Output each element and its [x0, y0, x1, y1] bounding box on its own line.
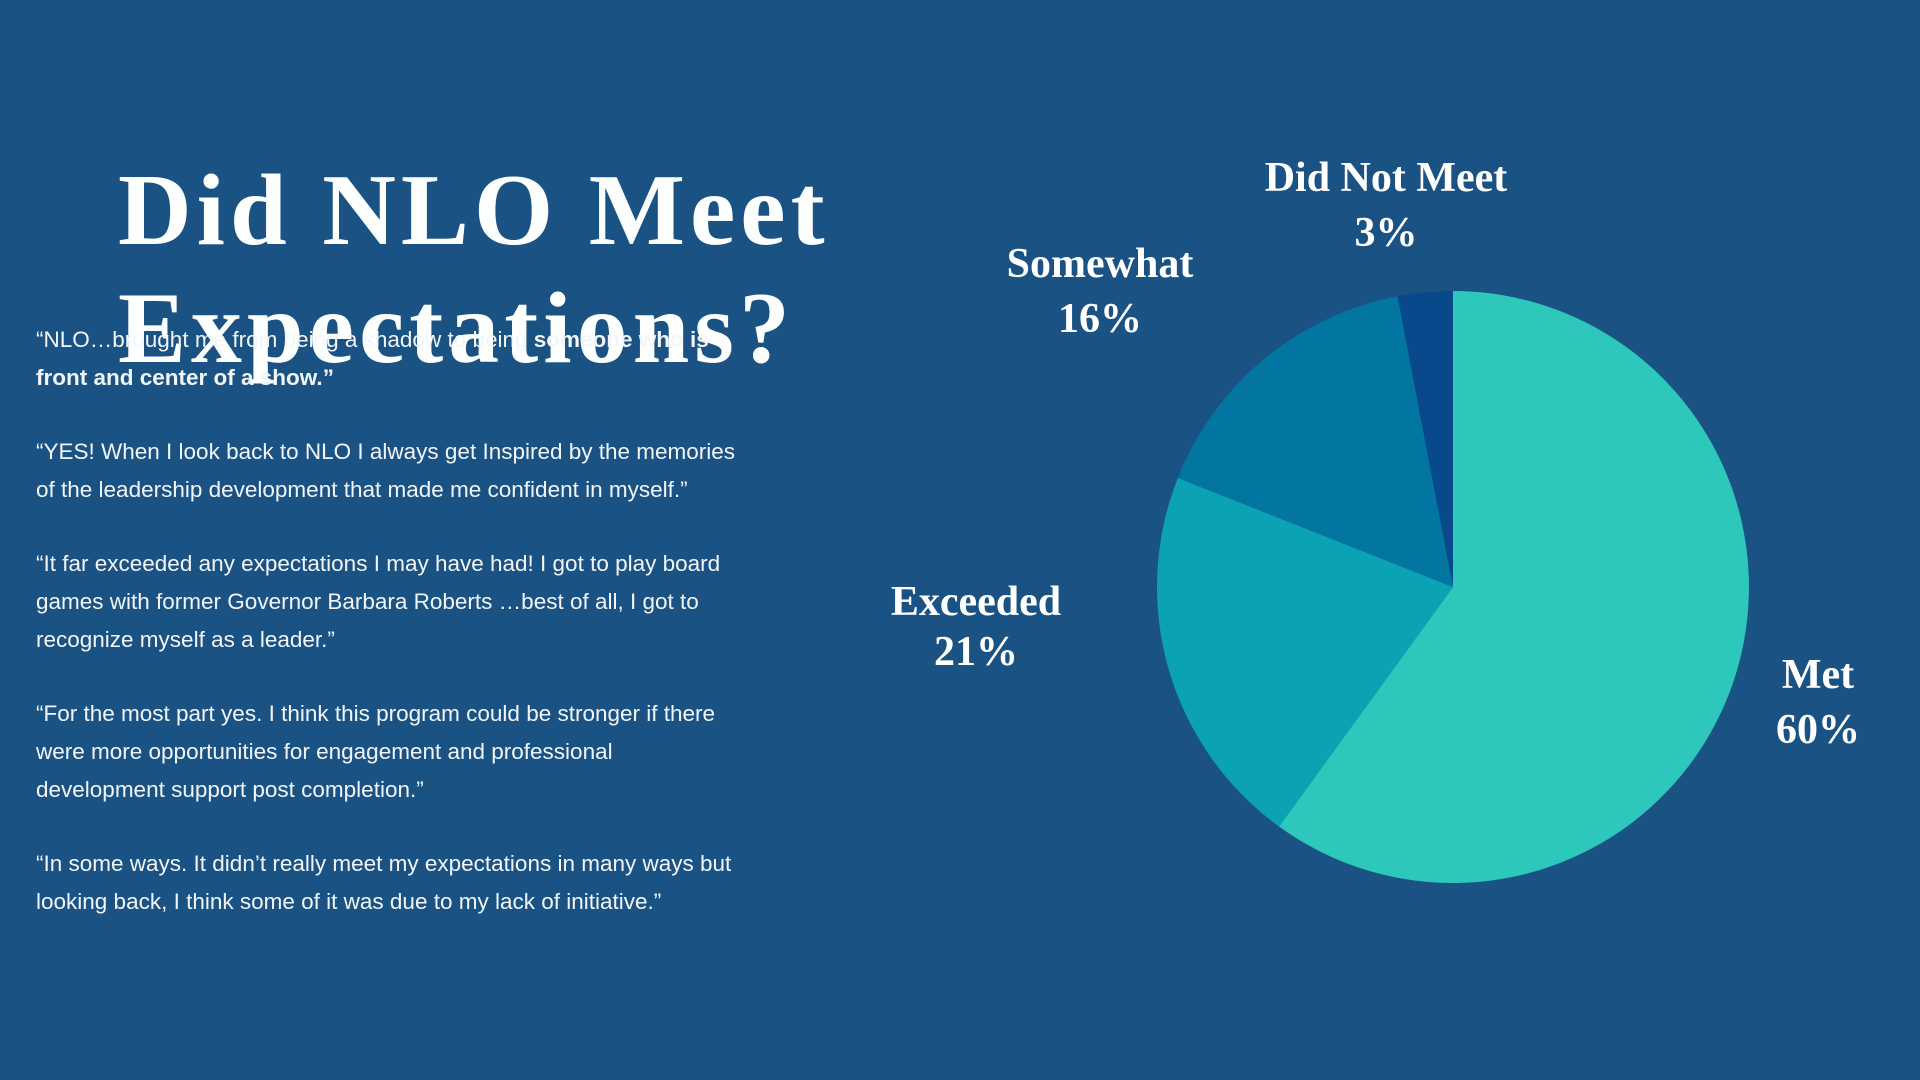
pie-slice-met: [1279, 291, 1749, 883]
pie-label-somewhat: Somewhat 16%: [1007, 237, 1194, 347]
pie-label-met: Met 60%: [1776, 648, 1860, 758]
pie-label-somewhat-value: 16%: [1057, 296, 1142, 342]
quote-1: “NLO…brought me from being a shadow to b…: [36, 321, 736, 397]
pie-label-did-not-meet-value: 3%: [1354, 210, 1418, 256]
pie-slice-somewhat: [1177, 296, 1453, 587]
pie-label-met-value: 60%: [1776, 707, 1860, 753]
quote-1-bold-line1: someone who is: [533, 327, 709, 352]
pie-label-somewhat-name: Somewhat: [1006, 241, 1194, 287]
quote-4: “For the most part yes. I think this pro…: [36, 701, 716, 802]
pie-label-met-name: Met: [1781, 652, 1855, 698]
quote-5: “In some ways. It didn’t really meet my …: [36, 851, 732, 914]
quote-2: “YES! When I look back to NLO I always g…: [36, 439, 736, 502]
pie-slice-exceeded: [1156, 478, 1453, 827]
pie-label-did-not-meet-name: Did Not Meet: [1264, 155, 1508, 201]
quote-1-lead: “NLO…brought me from being a shadow to b…: [36, 327, 534, 352]
quotes-column: “NLO…brought me from being a shadow to b…: [36, 321, 736, 957]
quote-1-bold-line2: front and center of a show.”: [36, 365, 334, 390]
pie-label-exceeded: Exceeded 21%: [891, 577, 1061, 677]
page-title: Did NLO Meet Expectations?: [118, 154, 830, 386]
pie-label-exceeded-value: 21%: [933, 629, 1018, 675]
quote-3: “It far exceeded any expectations I may …: [36, 551, 721, 652]
pie-label-did-not-meet: Did Not Meet 3%: [1265, 151, 1508, 261]
pie-slice-did-not-meet: [1397, 290, 1453, 587]
pie-label-exceeded-name: Exceeded: [890, 579, 1062, 625]
